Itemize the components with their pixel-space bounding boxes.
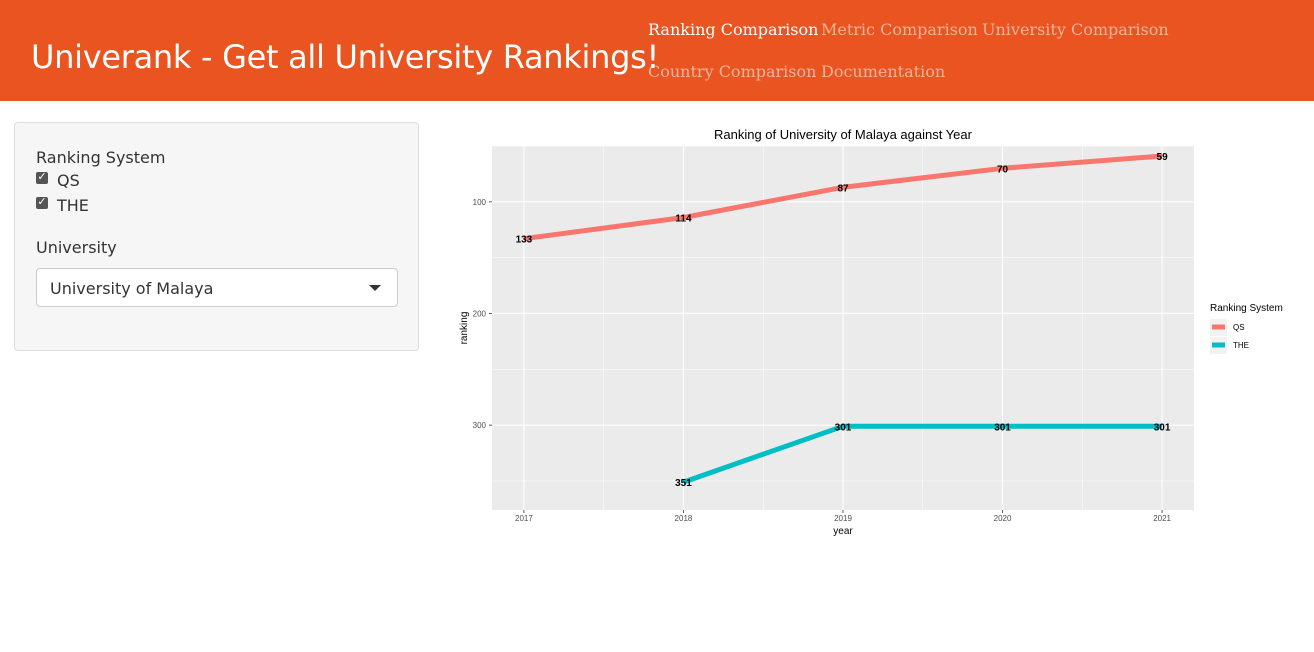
data-label: 133 xyxy=(516,235,533,246)
legend-label: QS xyxy=(1233,323,1245,332)
x-tick-label: 2021 xyxy=(1153,514,1171,523)
tab-documentation[interactable]: Documentation xyxy=(821,62,946,81)
university-label: University xyxy=(36,238,117,257)
data-label: 70 xyxy=(997,164,1009,175)
x-tick-label: 2017 xyxy=(515,514,533,523)
chevron-down-icon xyxy=(369,285,381,291)
x-tick-label: 2020 xyxy=(994,514,1012,523)
legend-title: Ranking System xyxy=(1210,303,1283,314)
ranking-chart: Ranking of University of Malaya against … xyxy=(459,127,1283,537)
y-tick-label: 100 xyxy=(473,198,487,207)
data-label: 351 xyxy=(675,478,692,489)
series-line-qs xyxy=(523,153,1163,242)
legend-label: THE xyxy=(1233,341,1249,350)
series-line-the xyxy=(682,423,1163,485)
checkmark-icon: ✓ xyxy=(37,170,47,183)
data-label: 114 xyxy=(675,213,692,224)
checkmark-icon: ✓ xyxy=(37,195,47,208)
series-layer xyxy=(523,153,1163,485)
sidebar-panel xyxy=(14,122,419,351)
data-labels: 133 114 87 70 59 351 301 301 301 xyxy=(516,152,1171,489)
tab-university-comparison[interactable]: University Comparison xyxy=(982,20,1169,39)
university-select[interactable]: University of Malaya xyxy=(36,268,398,307)
data-label: 59 xyxy=(1157,152,1169,163)
x-axis-label: year xyxy=(833,526,853,537)
data-label: 301 xyxy=(994,422,1011,433)
data-label: 301 xyxy=(835,422,852,433)
y-tick-label: 300 xyxy=(473,421,487,430)
checkbox-the[interactable]: ✓ xyxy=(36,195,48,209)
x-tick-label: 2019 xyxy=(834,514,852,523)
legend: QS THE xyxy=(1210,319,1249,354)
brand-title[interactable]: Univerank - Get all University Rankings! xyxy=(31,38,659,76)
ranking-system-label: Ranking System xyxy=(36,148,166,167)
university-select-value: University of Malaya xyxy=(50,279,214,298)
axes: 100 200 300 2017 2018 2019 2020 2021 xyxy=(473,198,1172,523)
tab-metric-comparison[interactable]: Metric Comparison xyxy=(821,20,978,39)
checkbox-qs-label[interactable]: QS xyxy=(57,171,80,190)
checkbox-qs[interactable]: ✓ xyxy=(36,170,48,184)
tab-ranking-comparison[interactable]: Ranking Comparison xyxy=(648,20,819,39)
y-axis-label: ranking xyxy=(459,312,470,345)
chart-title: Ranking of University of Malaya against … xyxy=(714,127,973,142)
x-tick-label: 2018 xyxy=(675,514,693,523)
data-label: 301 xyxy=(1154,422,1171,433)
tab-country-comparison[interactable]: Country Comparison xyxy=(648,62,817,81)
data-label: 87 xyxy=(837,183,849,194)
navbar: Univerank - Get all University Rankings!… xyxy=(0,0,1314,101)
checkbox-the-label[interactable]: THE xyxy=(57,196,89,215)
y-tick-label: 200 xyxy=(473,309,487,318)
